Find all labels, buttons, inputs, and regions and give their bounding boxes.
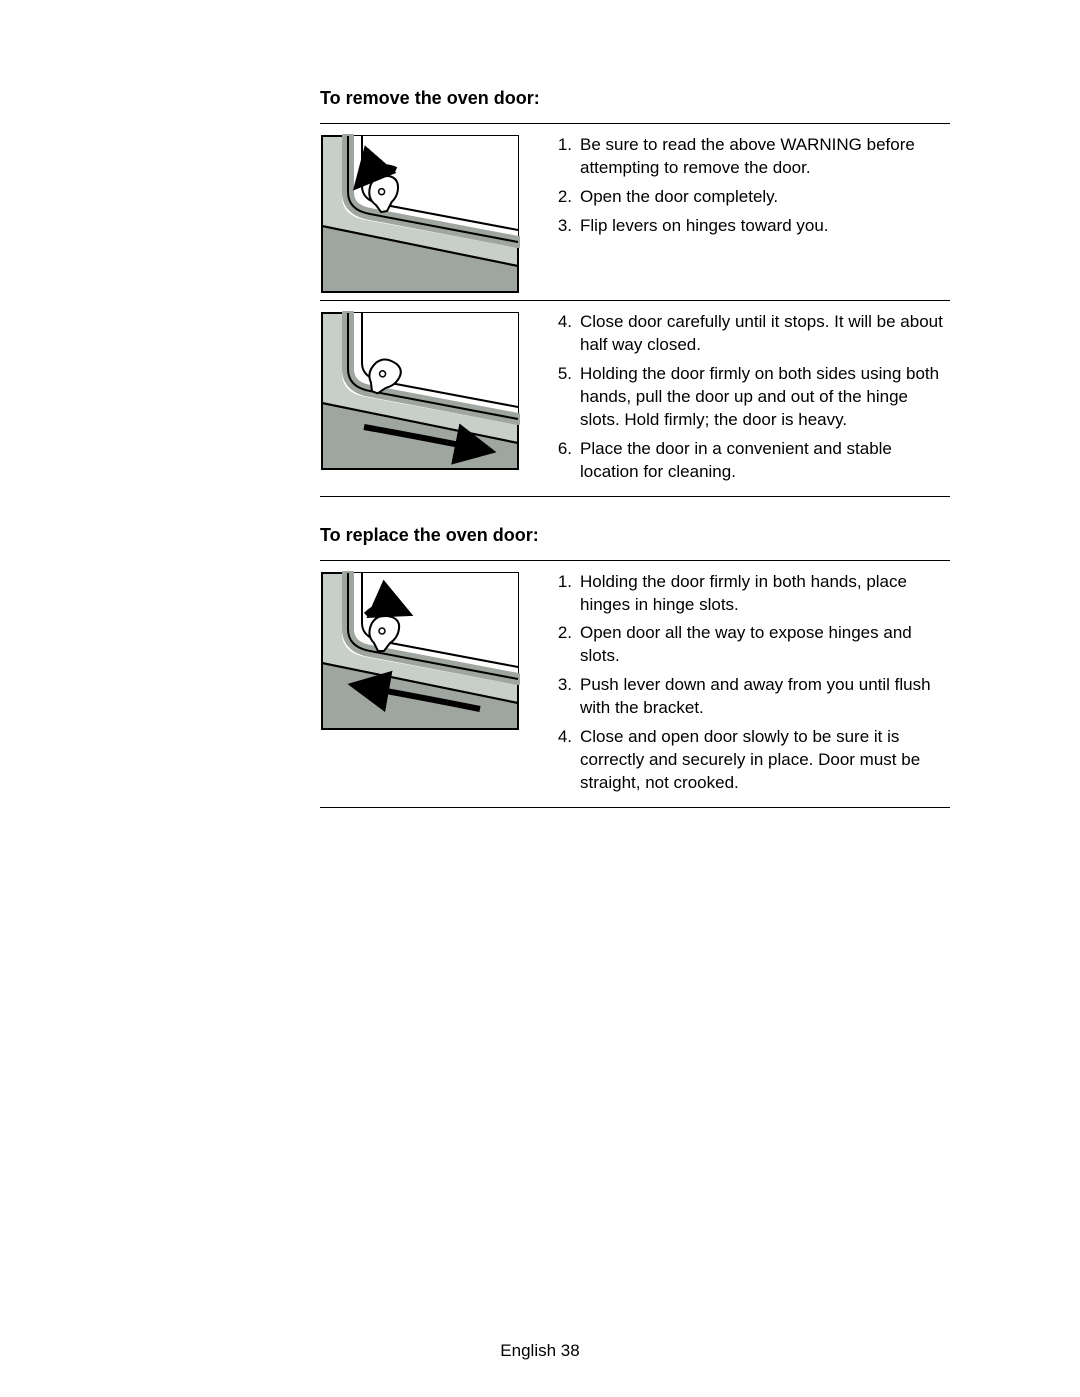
step-list: 4. Close door carefully until it stops. … (546, 311, 950, 490)
step-list: 1. Holding the door firmly in both hands… (546, 571, 950, 801)
figure-replace-step1 (320, 571, 520, 731)
figure-remove-step2 (320, 311, 520, 471)
step-text: Open door all the way to expose hinges a… (580, 622, 950, 668)
step-text: Close and open door slowly to be sure it… (580, 726, 950, 795)
step-number: 2. (546, 186, 580, 209)
list-item: 4. Close door carefully until it stops. … (546, 311, 950, 357)
step-number: 6. (546, 438, 580, 484)
figure-remove-step1 (320, 134, 520, 294)
step-text: Place the door in a convenient and stabl… (580, 438, 950, 484)
list-item: 6. Place the door in a convenient and st… (546, 438, 950, 484)
step-text: Close door carefully until it stops. It … (580, 311, 950, 357)
instruction-block: 1. Holding the door firmly in both hands… (320, 560, 950, 808)
instruction-block: 1. Be sure to read the above WARNING bef… (320, 123, 950, 300)
page: To remove the oven door: 1. Be sure to r… (0, 0, 1080, 1397)
step-text: Holding the door firmly in both hands, p… (580, 571, 950, 617)
step-number: 3. (546, 674, 580, 720)
step-list: 1. Be sure to read the above WARNING bef… (546, 134, 950, 244)
step-number: 2. (546, 622, 580, 668)
list-item: 1. Be sure to read the above WARNING bef… (546, 134, 950, 180)
step-text: Open the door completely. (580, 186, 950, 209)
step-number: 5. (546, 363, 580, 432)
list-item: 1. Holding the door firmly in both hands… (546, 571, 950, 617)
list-item: 3. Flip levers on hinges toward you. (546, 215, 950, 238)
list-item: 5. Holding the door firmly on both sides… (546, 363, 950, 432)
page-footer: English 38 (0, 1341, 1080, 1361)
section-heading: To replace the oven door: (320, 525, 950, 546)
step-text: Be sure to read the above WARNING before… (580, 134, 950, 180)
step-text: Push lever down and away from you until … (580, 674, 950, 720)
step-text: Holding the door firmly on both sides us… (580, 363, 950, 432)
step-text: Flip levers on hinges toward you. (580, 215, 950, 238)
list-item: 3. Push lever down and away from you unt… (546, 674, 950, 720)
step-number: 3. (546, 215, 580, 238)
step-number: 1. (546, 134, 580, 180)
step-number: 4. (546, 311, 580, 357)
step-number: 1. (546, 571, 580, 617)
instruction-block: 4. Close door carefully until it stops. … (320, 300, 950, 497)
step-number: 4. (546, 726, 580, 795)
list-item: 2. Open the door completely. (546, 186, 950, 209)
list-item: 4. Close and open door slowly to be sure… (546, 726, 950, 795)
list-item: 2. Open door all the way to expose hinge… (546, 622, 950, 668)
section-heading: To remove the oven door: (320, 88, 950, 109)
